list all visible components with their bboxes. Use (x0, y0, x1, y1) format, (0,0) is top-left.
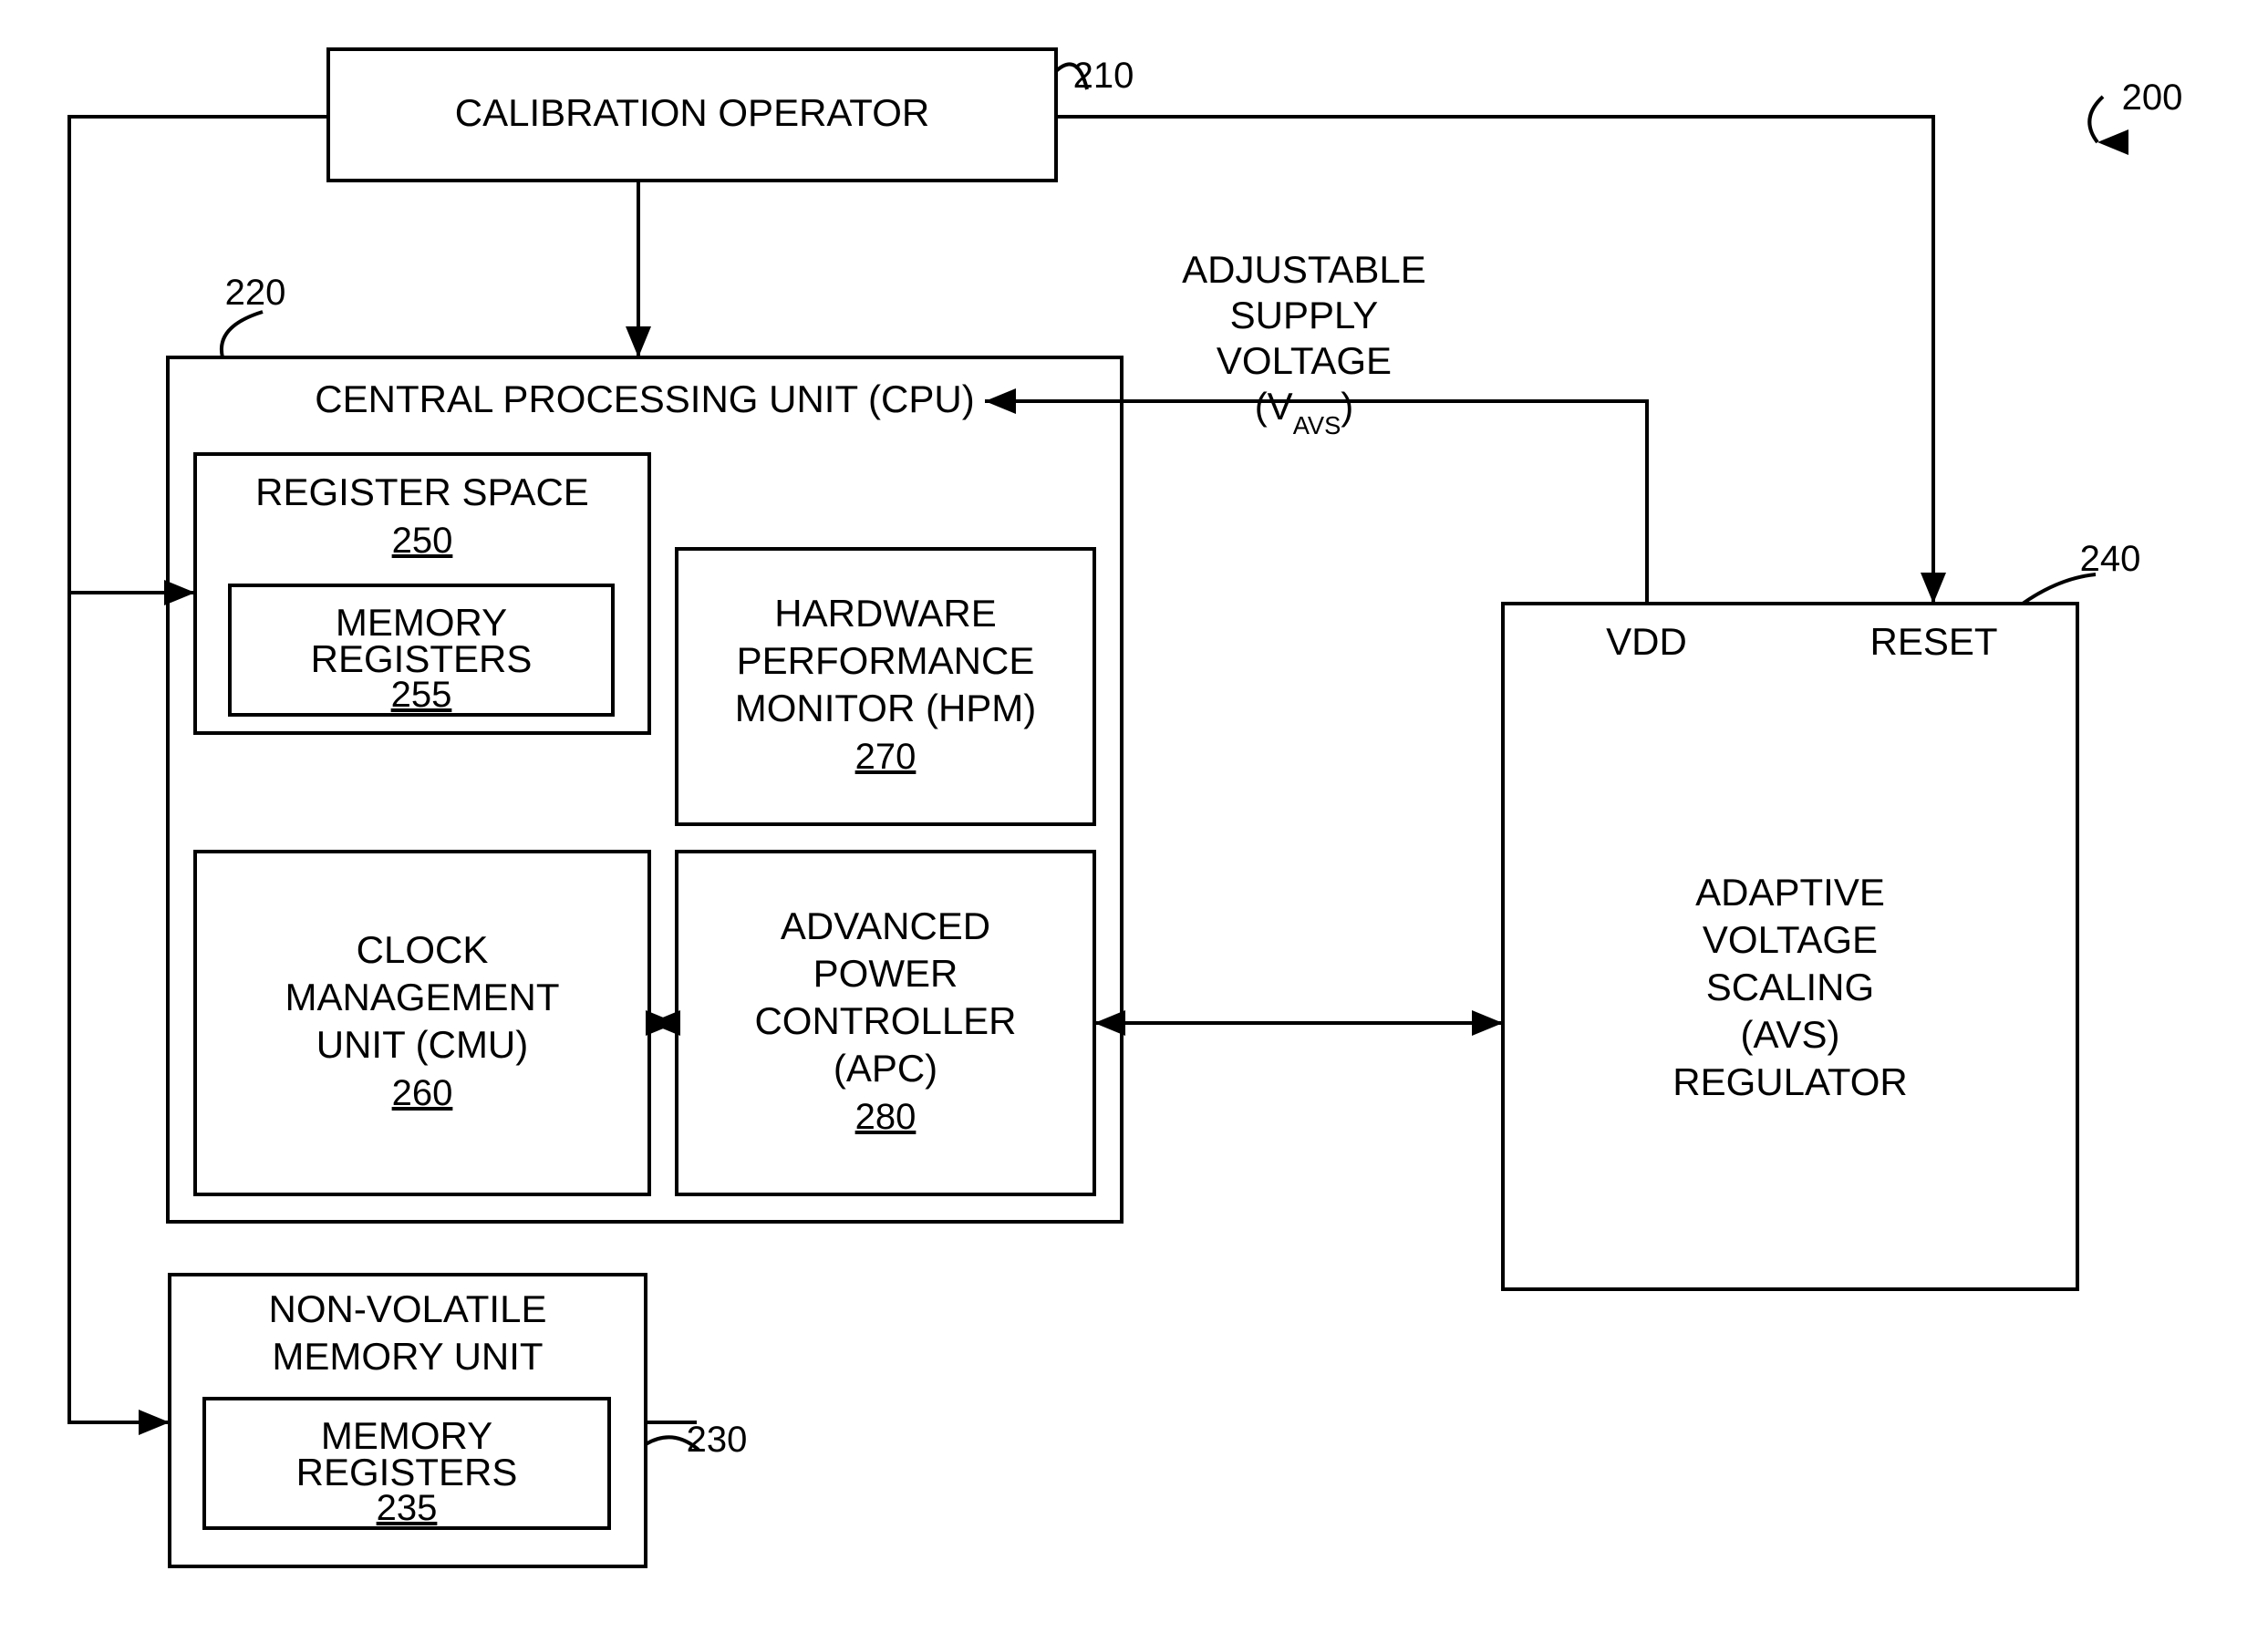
block-calib-line0: CALIBRATION OPERATOR (455, 91, 929, 134)
block-apc-line3: (APC) (834, 1047, 937, 1090)
block-avs-line0: ADAPTIVE (1695, 871, 1885, 914)
block-avs-line4: REGULATOR (1673, 1060, 1908, 1103)
block-memreg1-line1: REGISTERS (311, 637, 533, 680)
block-cmu-line2: UNIT (CMU) (316, 1023, 529, 1066)
annotation-vavs-line0: ADJUSTABLE (1182, 248, 1426, 291)
block-avs-pin0: VDD (1606, 620, 1687, 663)
block-calib-callout: 210 (1073, 56, 1134, 96)
block-avs-pin1: RESET (1869, 620, 1997, 663)
block-cmu-ref: 260 (392, 1073, 453, 1113)
annotation-system-ref-leader (2089, 97, 2103, 142)
block-cpu-title: CENTRAL PROCESSING UNIT (CPU) (315, 377, 974, 420)
annotation-vavs-line3: (VAVS) (1255, 385, 1354, 439)
block-nvm-line1: MEMORY UNIT (272, 1335, 543, 1378)
block-memreg2-ref: 235 (377, 1488, 438, 1528)
block-cmu-line1: MANAGEMENT (285, 976, 559, 1018)
block-cpu-callout: 220 (225, 273, 286, 313)
block-regspace-line0: REGISTER SPACE (255, 470, 589, 513)
block-hpm-ref: 270 (855, 737, 917, 777)
block-hpm-line2: MONITOR (HPM) (735, 687, 1037, 729)
block-avs-line3: (AVS) (1741, 1013, 1840, 1056)
block-memreg2-line1: REGISTERS (296, 1451, 518, 1493)
annotation-system-ref: 200 (2122, 78, 2183, 118)
block-hpm-line1: PERFORMANCE (737, 639, 1035, 682)
block-apc-ref: 280 (855, 1097, 917, 1137)
block-avs-line2: SCALING (1706, 966, 1874, 1008)
annotation-vavs-line1: SUPPLY (1230, 294, 1379, 336)
block-hpm-line0: HARDWARE (774, 592, 996, 635)
annotation-vavs-line2: VOLTAGE (1217, 339, 1392, 382)
edge-calib-to-nvm (69, 593, 170, 1422)
block-avs-callout: 240 (2080, 539, 2141, 579)
block-cmu-line0: CLOCK (357, 928, 489, 971)
block-apc-line2: CONTROLLER (754, 999, 1016, 1042)
block-apc-line1: POWER (813, 952, 958, 995)
edge-calib-to-reset (1056, 117, 1933, 604)
block-avs-line1: VOLTAGE (1703, 918, 1878, 961)
block-memreg1-ref: 255 (391, 675, 452, 715)
block-nvm-line0: NON-VOLATILE (269, 1287, 547, 1330)
block-regspace-ref: 250 (392, 521, 453, 561)
block-apc-line0: ADVANCED (781, 904, 990, 947)
block-nvm-callout: 230 (687, 1420, 748, 1460)
